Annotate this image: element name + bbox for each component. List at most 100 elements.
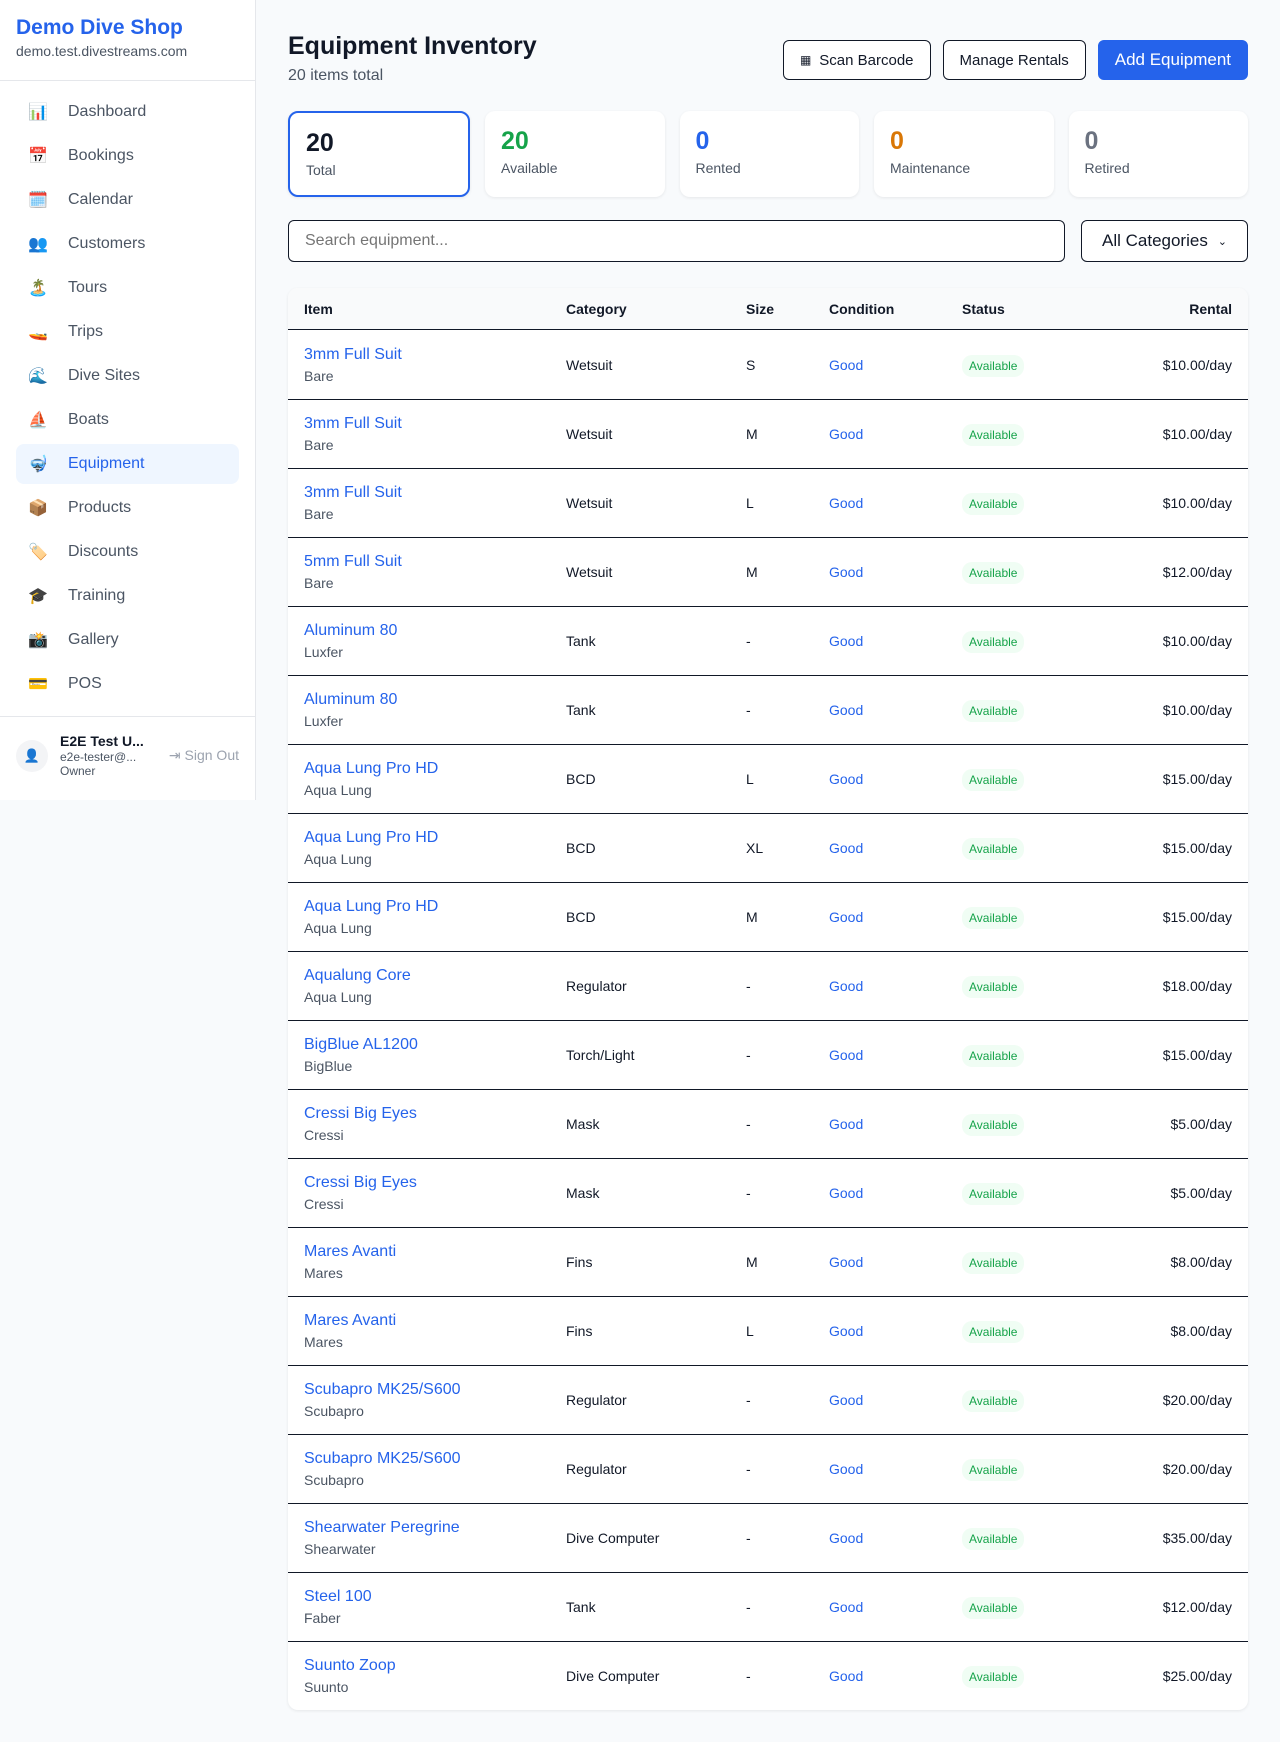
search-input[interactable] (288, 220, 1065, 262)
item-brand: Scubapro (304, 1472, 364, 1488)
sidebar-item-products[interactable]: 📦 Products (16, 488, 239, 528)
table-row[interactable]: Aqua Lung Pro HD Aqua Lung BCD M Good Ava… (288, 882, 1248, 951)
stat-card-rented[interactable]: 0 Rented (679, 111, 859, 197)
item-name-link[interactable]: 5mm Full Suit (304, 553, 402, 570)
table-row[interactable]: 5mm Full Suit Bare Wetsuit M Good Availab… (288, 537, 1248, 606)
brand-name[interactable]: Demo Dive Shop (16, 16, 183, 39)
status-badge: Available (962, 907, 1025, 929)
table-row[interactable]: BigBlue AL1200 BigBlue Torch/Light - Good… (288, 1020, 1248, 1089)
sidebar-item-equipment[interactable]: 🤿 Equipment (16, 444, 239, 484)
sidebar-item-gallery[interactable]: 📸 Gallery (16, 620, 239, 660)
sidebar-item-training[interactable]: 🎓 Training (16, 576, 239, 616)
user-email: e2e-tester@... (60, 749, 137, 764)
item-size: - (746, 633, 751, 649)
table-row[interactable]: Steel 100 Faber Tank - Good Available $12… (288, 1572, 1248, 1641)
status-badge: Available (962, 1528, 1025, 1550)
item-category: Mask (566, 1116, 600, 1132)
item-name-link[interactable]: 3mm Full Suit (304, 484, 402, 501)
item-name-link[interactable]: Steel 100 (304, 1588, 372, 1605)
stat-value: 20 (501, 127, 529, 155)
sidebar-item-label: Products (68, 499, 132, 516)
item-condition: Good (829, 1392, 864, 1408)
stat-card-available[interactable]: 20 Available (485, 111, 665, 197)
table-row[interactable]: Scubapro MK25/S600 Scubapro Regulator - G… (288, 1365, 1248, 1434)
table-row[interactable]: Aqualung Core Aqua Lung Regulator - Good … (288, 951, 1248, 1020)
item-size: - (746, 978, 751, 994)
trips-icon: 🚤 (28, 324, 48, 341)
item-name-link[interactable]: Aqualung Core (304, 967, 411, 984)
sidebar-item-bookings[interactable]: 📅 Bookings (16, 136, 239, 176)
table-row[interactable]: Aqua Lung Pro HD Aqua Lung BCD XL Good Av… (288, 813, 1248, 882)
item-name-link[interactable]: 3mm Full Suit (304, 345, 402, 363)
sidebar-item-trips[interactable]: 🚤 Trips (16, 312, 239, 352)
item-category: Dive Computer (566, 1668, 660, 1684)
status-badge: Available (962, 354, 1025, 377)
item-condition: Good (829, 1323, 864, 1339)
item-name-link[interactable]: Aluminum 80 (304, 691, 398, 708)
sidebar-item-calendar[interactable]: 🗓️ Calendar (16, 180, 239, 220)
user-icon: 👤 (16, 739, 48, 772)
item-size: M (746, 426, 758, 442)
stat-card-retired[interactable]: 0 Retired (1068, 111, 1248, 197)
item-category: Dive Computer (566, 1530, 660, 1546)
sidebar-item-boats[interactable]: ⛵ Boats (16, 400, 239, 440)
sidebar-item-customers[interactable]: 👥 Customers (16, 224, 239, 264)
stat-card-maintenance[interactable]: 0 Maintenance (874, 111, 1054, 197)
sidebar-item-dashboard[interactable]: 📊 Dashboard (16, 92, 239, 132)
item-rental-price: $25.00/day (1162, 1668, 1232, 1684)
category-select[interactable]: All Categories ⌄ (1081, 220, 1248, 262)
discounts-icon: 🏷️ (28, 544, 48, 561)
item-name-link[interactable]: Cressi Big Eyes (304, 1174, 417, 1191)
table-row[interactable]: Mares Avanti Mares Fins L Good Available … (288, 1296, 1248, 1365)
sidebar-item-dive-sites[interactable]: 🌊 Dive Sites (16, 356, 239, 396)
status-badge: Available (962, 1321, 1025, 1343)
item-name-link[interactable]: Suunto Zoop (304, 1657, 396, 1674)
table-row[interactable]: Cressi Big Eyes Cressi Mask - Good Availa… (288, 1089, 1248, 1158)
sidebar-item-label: Customers (68, 235, 146, 252)
item-rental-price: $12.00/day (1162, 564, 1232, 580)
item-name-link[interactable]: Mares Avanti (304, 1312, 397, 1329)
table-row[interactable]: 3mm Full Suit Bare Wetsuit S Good Availab… (288, 330, 1248, 399)
item-name-link[interactable]: Aqua Lung Pro HD (304, 898, 439, 915)
item-size: M (746, 1254, 758, 1270)
status-badge: Available (962, 1252, 1025, 1274)
table-row[interactable]: Aluminum 80 Luxfer Tank - Good Available … (288, 675, 1248, 744)
item-name-link[interactable]: Aqua Lung Pro HD (304, 760, 439, 777)
item-name-link[interactable]: Aqua Lung Pro HD (304, 829, 439, 846)
sidebar-item-discounts[interactable]: 🏷️ Discounts (16, 532, 239, 572)
table-row[interactable]: Cressi Big Eyes Cressi Mask - Good Availa… (288, 1158, 1248, 1227)
brand-domain: demo.test.divestreams.com (16, 43, 188, 59)
stat-card-total[interactable]: 20 Total (288, 111, 470, 197)
item-name-link[interactable]: Shearwater Peregrine (304, 1519, 460, 1536)
item-brand: Suunto (304, 1679, 349, 1695)
item-name-link[interactable]: 3mm Full Suit (304, 415, 402, 432)
item-name-link[interactable]: Scubapro MK25/S600 (304, 1381, 461, 1398)
item-name-link[interactable]: Aluminum 80 (304, 622, 398, 639)
sidebar-nav: 📊 Dashboard 📅 Bookings 🗓️ Calendar 👥 Customers 🏝… (0, 81, 255, 719)
item-brand: Aqua Lung (304, 920, 372, 936)
item-name-link[interactable]: Mares Avanti (304, 1243, 397, 1260)
table-row[interactable]: Shearwater Peregrine Shearwater Dive Comp… (288, 1503, 1248, 1572)
table-row[interactable]: 3mm Full Suit Bare Wetsuit L Good Availab… (288, 468, 1248, 537)
sidebar-item-pos[interactable]: 💳 POS (16, 664, 239, 704)
item-condition: Good (829, 1461, 864, 1477)
item-name-link[interactable]: Scubapro MK25/S600 (304, 1450, 461, 1467)
table-row[interactable]: Aluminum 80 Luxfer Tank - Good Available … (288, 606, 1248, 675)
sidebar-item-tours[interactable]: 🏝️ Tours (16, 268, 239, 308)
item-brand: Cressi (304, 1127, 344, 1143)
table-row[interactable]: 3mm Full Suit Bare Wetsuit M Good Availab… (288, 399, 1248, 468)
manage-rentals-button[interactable]: Manage Rentals (942, 40, 1086, 80)
table-row[interactable]: Aqua Lung Pro HD Aqua Lung BCD L Good Ava… (288, 744, 1248, 813)
scan-barcode-button[interactable]: ▦ Scan Barcode (782, 40, 931, 80)
item-rental-price: $15.00/day (1162, 1047, 1232, 1063)
item-name-link[interactable]: Cressi Big Eyes (304, 1105, 417, 1122)
table-row[interactable]: Mares Avanti Mares Fins M Good Available … (288, 1227, 1248, 1296)
sign-out-button[interactable]: ⇥ Sign Out (169, 747, 239, 764)
tours-icon: 🏝️ (28, 280, 48, 297)
table-row[interactable]: Suunto Zoop Suunto Dive Computer - Good A… (288, 1641, 1248, 1710)
add-equipment-button[interactable]: Add Equipment (1097, 40, 1248, 80)
item-name-link[interactable]: BigBlue AL1200 (304, 1036, 418, 1053)
item-rental-price: $10.00/day (1162, 356, 1232, 373)
column-header: Item (304, 300, 333, 317)
table-row[interactable]: Scubapro MK25/S600 Scubapro Regulator - G… (288, 1434, 1248, 1503)
